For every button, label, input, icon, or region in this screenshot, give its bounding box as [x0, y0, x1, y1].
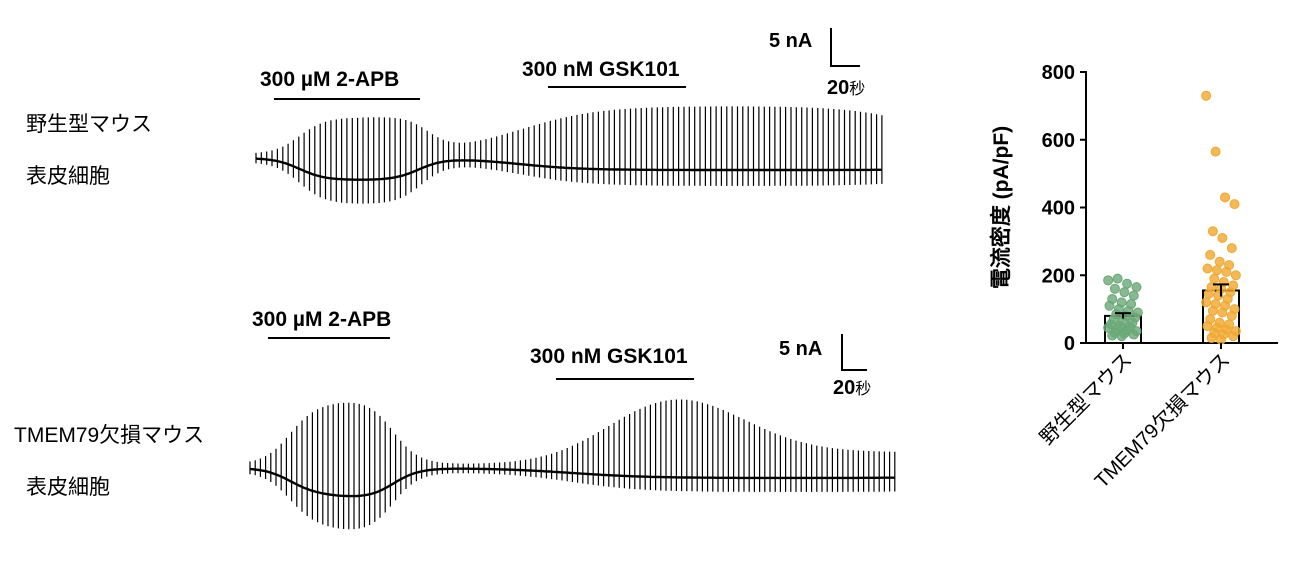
y-tick-label-2: 400	[1042, 198, 1075, 220]
data-point	[1112, 273, 1123, 284]
data-point	[1109, 283, 1120, 294]
data-point	[1202, 321, 1213, 332]
trace1-scale-current-label: 5 nA	[769, 30, 813, 52]
data-point	[1205, 249, 1216, 260]
y-tick-label-3: 600	[1042, 130, 1075, 152]
trace2-scalebar	[841, 334, 867, 371]
trace1-label: 野生型マウス 表皮細胞	[26, 99, 152, 203]
trace2-drug2-label: 300 nM GSK101	[530, 345, 688, 368]
data-point	[1230, 270, 1241, 281]
data-point	[1210, 146, 1221, 157]
trace1-scale-time-value: 20	[827, 77, 850, 99]
data-point	[1221, 266, 1232, 277]
data-point	[1206, 332, 1217, 343]
trace1-drug2-label: 300 nM GSK101	[522, 58, 680, 81]
data-point	[1103, 275, 1114, 286]
trace1-label-line1: 野生型マウス	[26, 113, 152, 136]
data-point	[1202, 263, 1213, 274]
data-point	[1207, 226, 1218, 237]
data-point	[1128, 290, 1139, 301]
trace1-label-line2: 表皮細胞	[26, 165, 110, 188]
data-point	[1103, 322, 1114, 333]
trace2-scale-time-unit: 秒	[855, 381, 872, 398]
trace1-scalebar	[830, 28, 860, 67]
data-point	[1220, 192, 1231, 203]
trace1-drug1-bar	[274, 98, 420, 100]
trace2-drug1-label: 300 µM 2-APB	[252, 308, 392, 331]
data-point	[1128, 329, 1139, 340]
trace2-drug1-bar	[268, 337, 390, 339]
data-point	[1216, 334, 1226, 345]
trace-spikes	[249, 399, 896, 530]
trace2-current-trace	[249, 399, 896, 530]
trace2-scale-current-label: 5 nA	[779, 338, 823, 360]
trace2-scale-time-value: 20	[833, 377, 856, 399]
trace2-drug2-bar	[556, 378, 694, 380]
y-tick-label-1: 200	[1042, 265, 1075, 287]
data-point	[1104, 300, 1115, 311]
data-point	[1229, 199, 1240, 210]
trace2-label: TMEM79欠損マウス 表皮細胞	[14, 410, 204, 514]
data-point	[1203, 288, 1214, 299]
data-point	[1226, 243, 1237, 254]
data-point	[1228, 331, 1239, 342]
data-point	[1214, 256, 1225, 267]
trace2-label-line1: TMEM79欠損マウス	[14, 424, 205, 447]
x-tick-label-0: 野生型マウス	[1035, 348, 1136, 449]
data-point	[1217, 232, 1228, 243]
data-point	[1116, 331, 1127, 342]
data-point	[1131, 282, 1142, 293]
trace-baseline	[249, 467, 895, 498]
trace2-label-line2: 表皮細胞	[26, 476, 110, 499]
data-point	[1217, 307, 1228, 318]
trace-spikes	[255, 106, 883, 204]
data-point	[1107, 330, 1118, 341]
trace1-current-trace	[255, 106, 883, 204]
trace1-drug1-label: 300 µM 2-APB	[260, 68, 400, 91]
data-point	[1211, 265, 1222, 276]
trace1-drug2-bar	[548, 86, 686, 88]
y-tick-label-0: 0	[1064, 333, 1075, 355]
data-point	[1201, 297, 1212, 308]
data-point	[1207, 305, 1218, 316]
data-point	[1201, 90, 1212, 101]
trace1-scale-time-unit: 秒	[849, 81, 866, 98]
data-point	[1209, 273, 1220, 284]
trace1-scale-time: 20秒	[827, 75, 865, 100]
trace2-scale-time: 20秒	[833, 375, 871, 400]
data-point	[1226, 310, 1237, 321]
data-point	[1119, 287, 1130, 298]
data-point	[1122, 278, 1133, 289]
trace-baseline	[255, 157, 882, 181]
y-axis-title: 電流密度 (pA/pF)	[989, 126, 1013, 289]
y-tick-label-4: 800	[1042, 62, 1075, 84]
